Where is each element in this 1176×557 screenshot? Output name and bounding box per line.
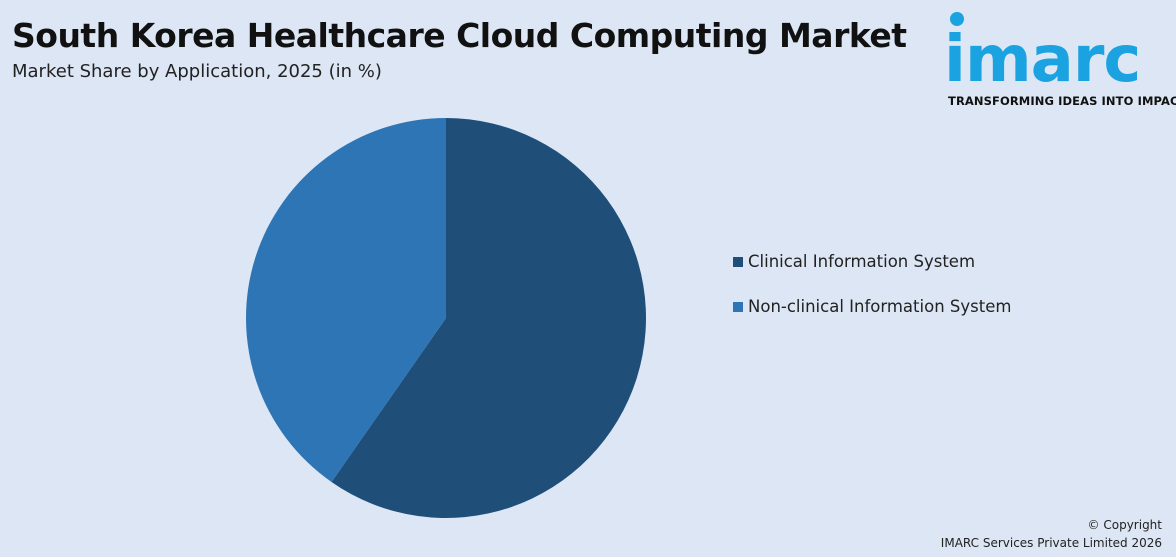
legend-swatch-non-clinical	[733, 301, 743, 312]
logo-tagline: TRANSFORMING IDEAS INTO IMPACT	[948, 94, 1176, 108]
chart-title: South Korea Healthcare Cloud Computing M…	[12, 16, 907, 55]
legend-item-non-clinical: Non-clinical Information System	[733, 297, 1011, 316]
chart-legend: Clinical Information System Non-clinical…	[733, 252, 1011, 342]
logo-wordmark: imarc	[944, 23, 1141, 97]
copyright-line-2: IMARC Services Private Limited 2026	[940, 536, 1162, 550]
legend-swatch-clinical	[733, 256, 743, 267]
pie-slice-non-clinical-information-system	[246, 118, 446, 482]
legend-label-non-clinical: Non-clinical Information System	[748, 297, 1012, 316]
legend-label-clinical: Clinical Information System	[748, 252, 976, 271]
pie-slice-clinical-information-system	[331, 118, 646, 518]
chart-subtitle: Market Share by Application, 2025 (in %)	[12, 61, 382, 82]
legend-item-clinical: Clinical Information System	[733, 252, 1011, 271]
imarc-logo: imarc TRANSFORMING IDEAS INTO IMPACT	[944, 10, 1176, 110]
copyright-notice: © Copyright IMARC Services Private Limit…	[941, 516, 1162, 552]
logo-dot	[950, 12, 964, 26]
copyright-line-1: © Copyright	[1087, 518, 1162, 532]
